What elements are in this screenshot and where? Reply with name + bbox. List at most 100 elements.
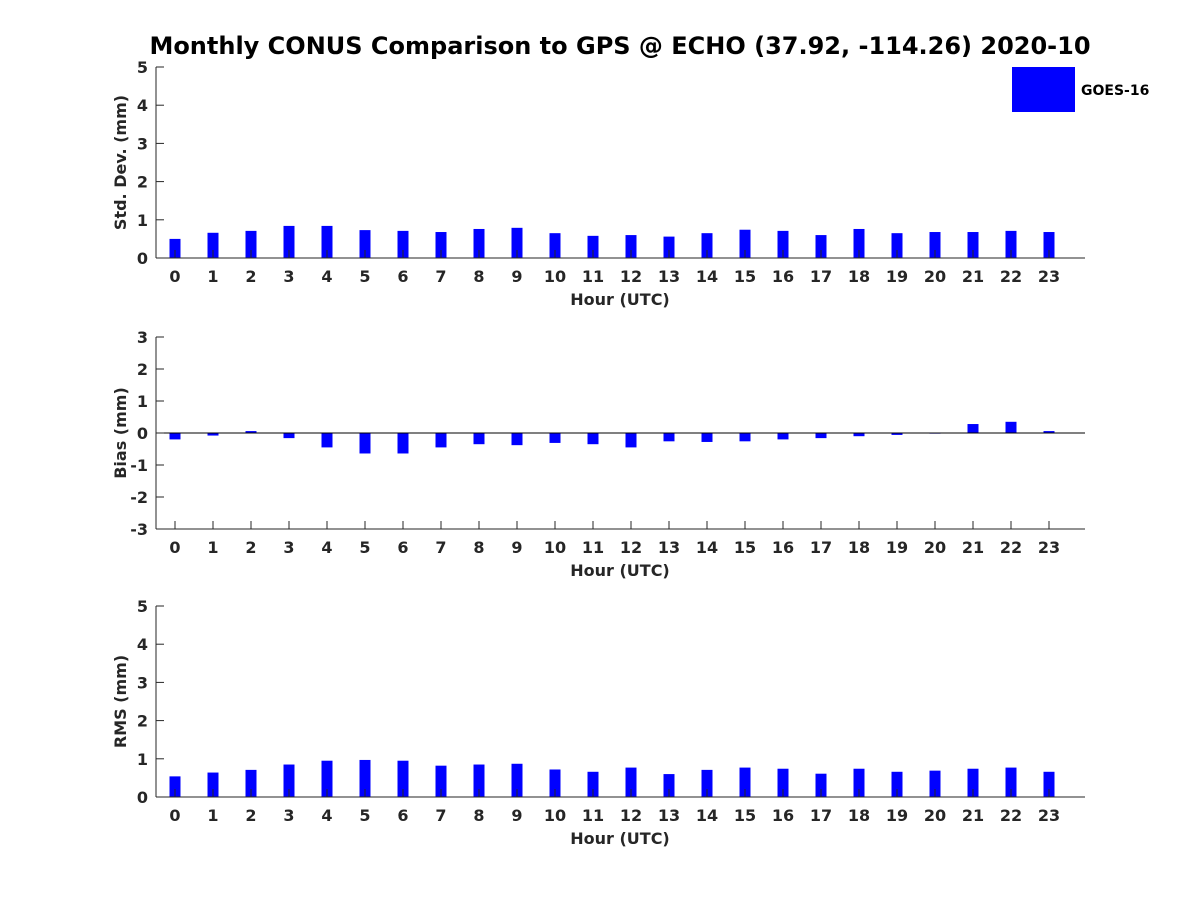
bar-hour-16 [777, 433, 789, 440]
y-axis-label: Bias (mm) [111, 387, 130, 479]
x-tick-label: 7 [435, 806, 446, 825]
bar-hour-18 [853, 768, 865, 797]
y-tick-label: 4 [137, 96, 148, 115]
y-tick-label: -3 [130, 520, 148, 539]
bar-hour-7 [435, 433, 447, 448]
bar-hour-3 [283, 433, 295, 439]
y-tick-label: 3 [137, 134, 148, 153]
x-tick-label: 2 [245, 806, 256, 825]
x-tick-label: 12 [620, 267, 642, 286]
x-tick-label: 8 [473, 806, 484, 825]
x-tick-label: 21 [962, 267, 984, 286]
y-tick-label: 5 [137, 58, 148, 77]
bar-hour-21 [967, 768, 979, 797]
bar-hour-14 [701, 233, 713, 258]
bar-hour-2 [245, 769, 257, 797]
bar-hour-14 [701, 433, 713, 442]
bar-hour-14 [701, 769, 713, 797]
x-tick-label: 3 [283, 267, 294, 286]
x-tick-label: 22 [1000, 806, 1022, 825]
bar-hour-23 [1043, 771, 1055, 797]
bar-hour-22 [1005, 767, 1017, 797]
x-tick-label: 9 [511, 538, 522, 557]
x-tick-label: 8 [473, 538, 484, 557]
bar-hour-0 [169, 433, 181, 440]
x-tick-label: 5 [359, 538, 370, 557]
bar-hour-23 [1043, 232, 1055, 258]
x-tick-label: 18 [848, 806, 870, 825]
x-tick-label: 10 [544, 806, 566, 825]
x-tick-label: 7 [435, 538, 446, 557]
x-tick-label: 20 [924, 267, 946, 286]
bar-hour-11 [587, 433, 599, 445]
bar-hour-23 [1043, 431, 1055, 433]
x-tick-label: 14 [696, 806, 718, 825]
bar-hour-19 [891, 771, 903, 797]
legend-label: GOES-16 [1081, 83, 1149, 99]
y-tick-label: 0 [137, 424, 148, 443]
y-tick-label: 3 [137, 328, 148, 347]
x-tick-label: 14 [696, 538, 718, 557]
x-tick-label: 19 [886, 267, 908, 286]
bar-hour-15 [739, 433, 751, 442]
bar-hour-4 [321, 433, 333, 448]
x-tick-label: 16 [772, 267, 794, 286]
x-tick-label: 23 [1038, 806, 1060, 825]
x-tick-label: 10 [544, 267, 566, 286]
x-tick-label: 5 [359, 806, 370, 825]
bar-hour-10 [549, 433, 561, 443]
bar-hour-21 [967, 232, 979, 258]
y-tick-label: 4 [137, 635, 148, 654]
y-tick-label: 2 [137, 173, 148, 192]
bar-hour-12 [625, 433, 637, 448]
y-tick-label: 2 [137, 712, 148, 731]
y-tick-label: 0 [137, 249, 148, 268]
x-tick-label: 15 [734, 806, 756, 825]
x-tick-label: 4 [321, 538, 332, 557]
bar-hour-16 [777, 768, 789, 797]
bar-hour-0 [169, 238, 181, 258]
bar-hour-19 [891, 433, 903, 435]
x-tick-label: 0 [169, 267, 180, 286]
bar-hour-18 [853, 228, 865, 258]
bar-hour-4 [321, 225, 333, 258]
x-tick-label: 9 [511, 806, 522, 825]
x-tick-label: 1 [207, 267, 218, 286]
bar-hour-1 [207, 433, 219, 436]
x-tick-label: 18 [848, 267, 870, 286]
x-tick-label: 16 [772, 806, 794, 825]
x-tick-label: 20 [924, 806, 946, 825]
x-tick-label: 0 [169, 806, 180, 825]
bar-hour-3 [283, 764, 295, 797]
y-tick-label: 0 [137, 788, 148, 807]
bar-hour-13 [663, 433, 675, 442]
bar-hour-17 [815, 773, 827, 797]
bar-hour-13 [663, 236, 675, 258]
y-tick-label: 2 [137, 360, 148, 379]
bar-hour-12 [625, 767, 637, 797]
bar-hour-5 [359, 433, 371, 454]
y-tick-label: -2 [130, 488, 148, 507]
x-tick-label: 12 [620, 538, 642, 557]
x-tick-label: 21 [962, 538, 984, 557]
x-tick-label: 2 [245, 538, 256, 557]
legend-swatch [1012, 67, 1075, 112]
bar-hour-8 [473, 764, 485, 797]
x-tick-label: 3 [283, 538, 294, 557]
x-tick-label: 21 [962, 806, 984, 825]
bar-hour-6 [397, 760, 409, 797]
bar-hour-17 [815, 433, 827, 439]
bar-hour-11 [587, 771, 599, 797]
bar-hour-8 [473, 228, 485, 258]
bar-hour-2 [245, 230, 257, 258]
bar-hour-22 [1005, 230, 1017, 258]
y-tick-label: 5 [137, 597, 148, 616]
bar-hour-8 [473, 433, 485, 445]
x-tick-label: 1 [207, 806, 218, 825]
x-tick-label: 9 [511, 267, 522, 286]
bar-hour-5 [359, 759, 371, 797]
